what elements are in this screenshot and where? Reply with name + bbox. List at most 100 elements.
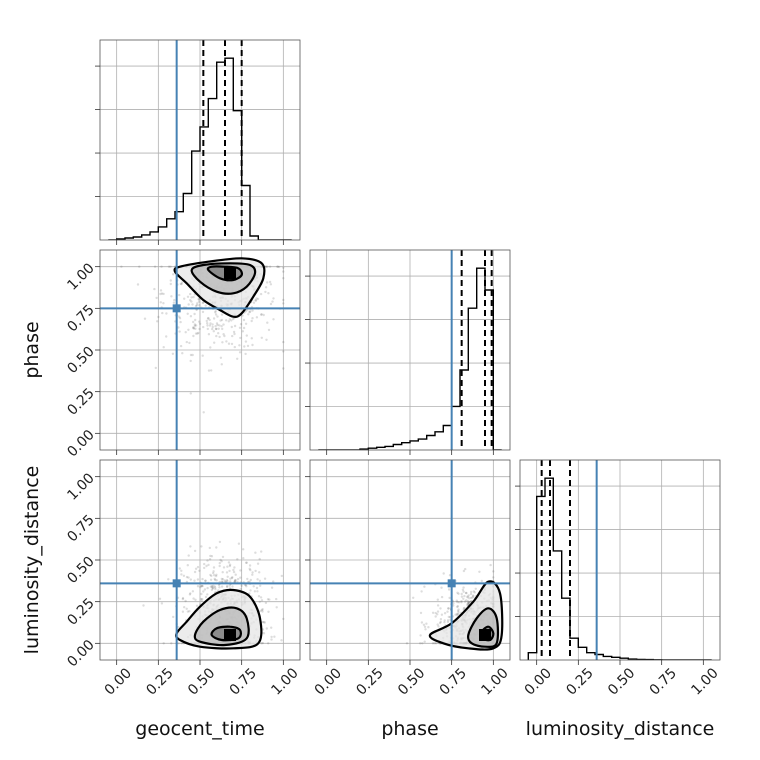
sample-point — [220, 577, 223, 581]
sample-point — [239, 587, 242, 591]
sample-point — [214, 578, 217, 582]
sample-point — [201, 301, 204, 305]
sample-point — [218, 324, 221, 327]
sample-point — [160, 292, 164, 295]
sample-point — [201, 354, 204, 357]
sample-point — [457, 612, 460, 616]
sample-point — [186, 295, 190, 298]
sample-point — [245, 561, 248, 564]
sample-point — [220, 363, 223, 366]
sample-point — [233, 566, 236, 569]
sample-point — [206, 324, 209, 327]
sample-point — [244, 352, 247, 356]
sample-point — [203, 588, 207, 591]
sample-point — [188, 593, 192, 596]
sample-point — [282, 277, 285, 280]
sample-point — [251, 343, 254, 347]
sample-point — [252, 301, 256, 304]
sample-point — [211, 586, 214, 589]
sample-point — [260, 550, 263, 553]
sample-point — [462, 607, 466, 610]
sample-point — [229, 577, 232, 580]
sample-point — [462, 586, 465, 589]
sample-point — [215, 546, 218, 549]
sample-point — [419, 634, 422, 637]
sample-point — [446, 610, 449, 613]
sample-point — [211, 325, 214, 329]
sample-point — [192, 334, 195, 338]
sample-point — [456, 609, 460, 613]
sample-point — [226, 584, 229, 588]
sample-point — [249, 568, 252, 572]
sample-point — [172, 301, 176, 304]
sample-point — [156, 320, 159, 323]
x-tick-label: 0.50 — [605, 665, 638, 698]
sample-point — [240, 584, 243, 587]
sample-point — [210, 369, 213, 372]
sample-point — [264, 286, 268, 289]
sample-point — [436, 623, 439, 626]
sample-point — [209, 554, 212, 558]
sample-point — [457, 608, 460, 611]
sample-point — [253, 590, 257, 593]
sample-point — [405, 642, 409, 645]
sample-point — [222, 333, 225, 336]
sample-point — [200, 599, 203, 602]
sample-point — [446, 620, 450, 624]
sample-point — [467, 601, 470, 604]
sample-point — [433, 642, 436, 645]
sample-point — [207, 563, 210, 567]
sample-point — [204, 595, 208, 599]
y-tick-label: 1.00 — [64, 470, 97, 503]
sample-point — [206, 322, 209, 325]
sample-point — [424, 628, 427, 631]
sample-point — [272, 580, 275, 583]
panel-content — [100, 250, 300, 450]
sample-point — [212, 570, 215, 573]
sample-point — [275, 606, 278, 609]
sample-point — [214, 588, 217, 591]
sample-point — [215, 573, 218, 576]
sample-point — [442, 572, 445, 575]
sample-point — [261, 608, 264, 611]
sample-point — [233, 345, 236, 349]
sample-point — [256, 297, 260, 301]
sample-point — [162, 302, 165, 305]
sample-point — [447, 588, 451, 591]
sample-point — [259, 609, 262, 613]
x-tick-label: 1.00 — [268, 665, 301, 698]
sample-point — [438, 621, 442, 625]
sample-point — [221, 341, 224, 344]
sample-point — [212, 571, 215, 575]
sample-point — [471, 596, 474, 599]
sample-point — [436, 598, 439, 601]
sample-point — [142, 604, 145, 607]
sample-point — [177, 625, 180, 629]
sample-point — [218, 564, 221, 568]
sample-point — [280, 574, 283, 578]
sample-point — [232, 330, 236, 334]
sample-point — [193, 324, 197, 327]
sample-point — [226, 579, 229, 583]
sample-point — [214, 327, 218, 331]
sample-point — [230, 342, 234, 346]
sample-point — [198, 304, 201, 307]
sample-point — [467, 601, 470, 605]
sample-point — [193, 312, 196, 316]
sample-point — [159, 301, 162, 304]
sample-point — [209, 322, 212, 325]
sample-point — [216, 315, 219, 318]
sample-point — [282, 367, 285, 370]
sample-point — [239, 576, 242, 579]
sample-point — [193, 570, 197, 574]
sample-point — [260, 642, 263, 645]
sample-point — [217, 589, 220, 592]
sample-point — [159, 292, 162, 296]
sample-point — [159, 289, 163, 292]
sample-point — [196, 578, 200, 581]
sample-point — [246, 577, 249, 581]
sample-point — [269, 302, 273, 306]
sample-point — [222, 323, 225, 326]
sample-point — [246, 344, 250, 348]
sample-point — [420, 590, 423, 593]
